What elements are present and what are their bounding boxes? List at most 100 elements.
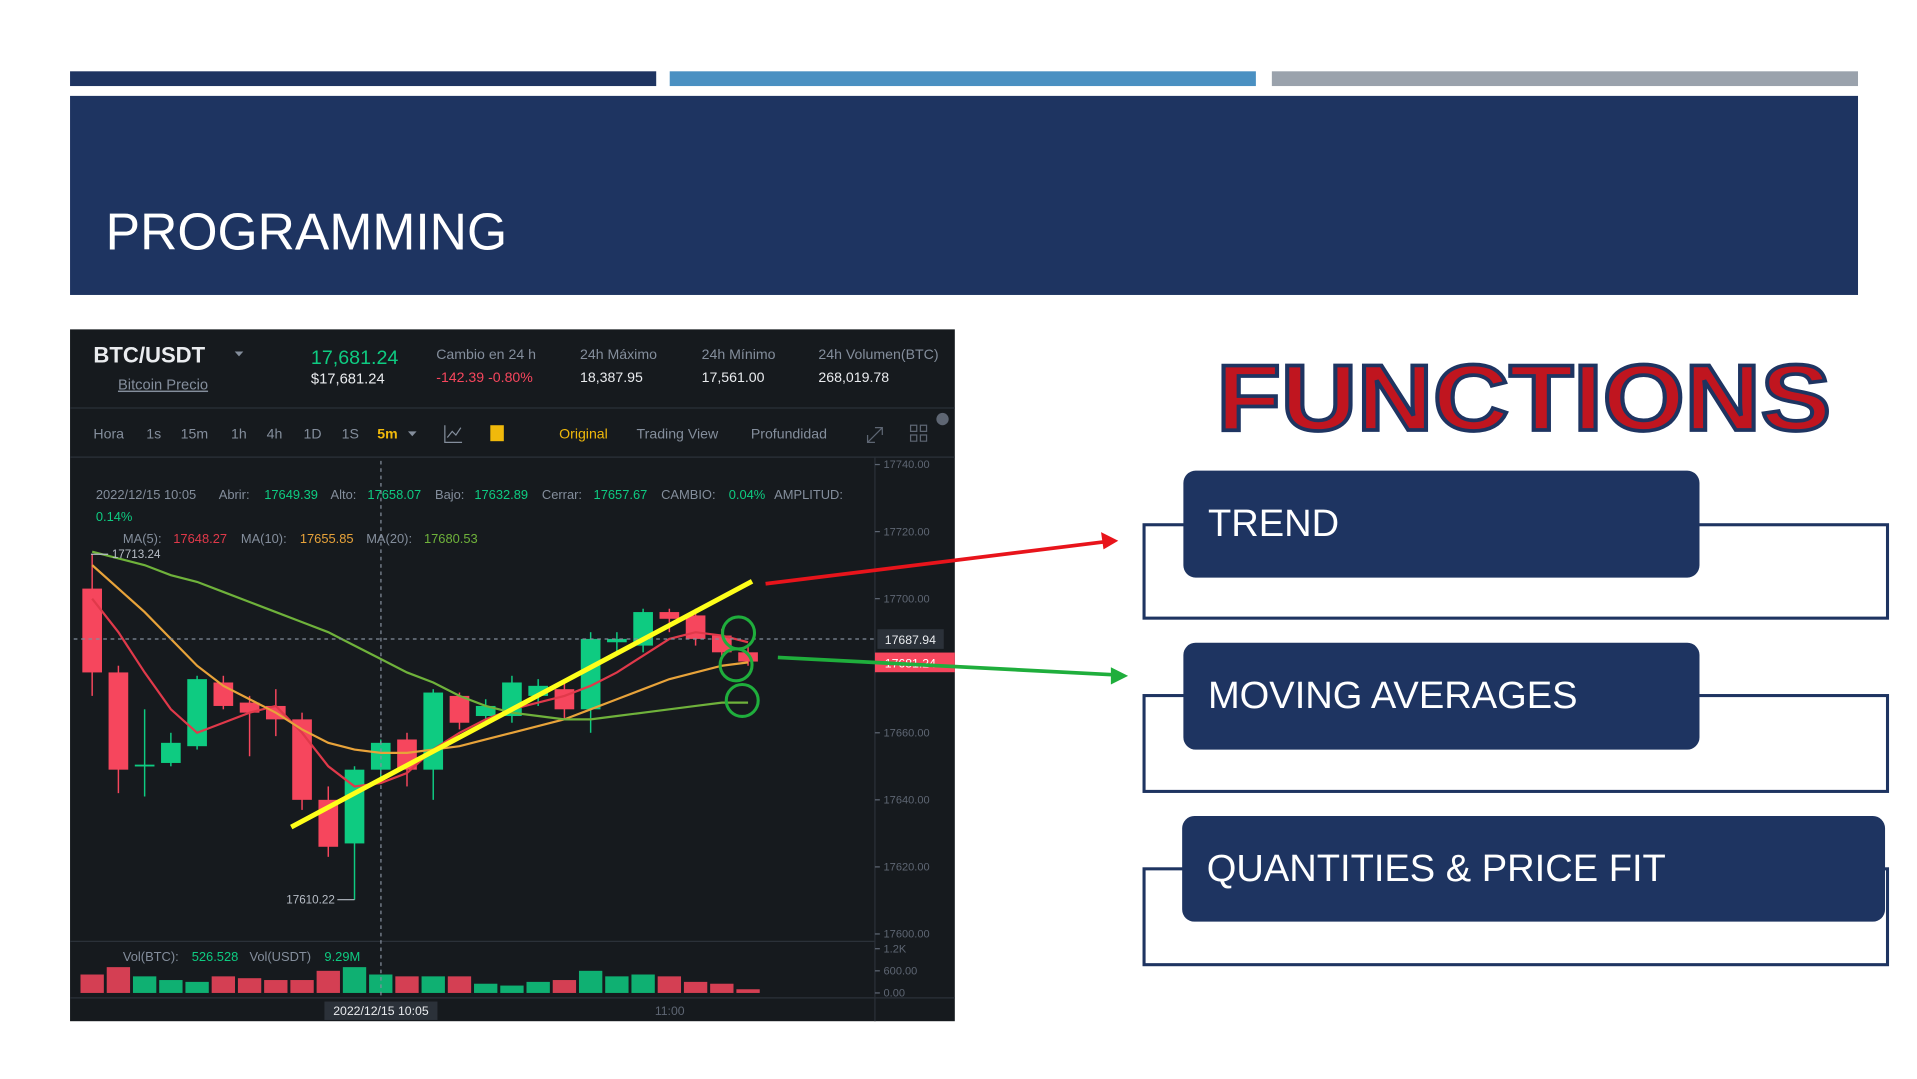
- volume-bar: [316, 970, 340, 993]
- timeframe[interactable]: 5m: [377, 426, 397, 442]
- info-label: CAMBIO:: [661, 487, 715, 502]
- slide-title: PROGRAMMING: [106, 202, 507, 260]
- indicator-icon[interactable]: [444, 425, 463, 444]
- candle-body: [475, 705, 496, 717]
- candle-body: [449, 695, 470, 723]
- info-value: 17649.39: [264, 487, 318, 502]
- info-value: 17632.89: [474, 487, 528, 502]
- x-label-bg: [324, 1001, 438, 1020]
- y-tick-label: 17620.00: [884, 862, 930, 874]
- info-label: Alto:: [331, 487, 357, 502]
- info-label: AMPLITUD:: [774, 487, 843, 502]
- volume-bar: [342, 967, 367, 993]
- stat-value: 268,019.78: [818, 369, 889, 385]
- candle-body: [659, 612, 680, 619]
- volume-bar: [500, 985, 524, 993]
- arrow-head: [1101, 532, 1119, 550]
- stat-value: -0.80%: [488, 369, 533, 385]
- timeframe[interactable]: 1D: [304, 426, 322, 442]
- function-label: MOVING AVERAGES: [1208, 675, 1578, 717]
- info-value: 17658.07: [367, 487, 421, 502]
- y-tick-label: 1.2K: [884, 943, 907, 955]
- function-box: [1182, 815, 1886, 922]
- y-tick-label: 17740.00: [884, 459, 930, 471]
- timeframe[interactable]: 1S: [342, 426, 359, 442]
- accent-bar: [1271, 71, 1859, 87]
- candle-body: [187, 679, 207, 747]
- y-tick-label: 17640.00: [884, 795, 930, 807]
- stat-label: 24h Mínimo: [702, 346, 776, 362]
- stat-label: 24h Volumen(BTC): [818, 346, 938, 362]
- info-label: Abrir:: [219, 487, 250, 502]
- y-tick-label: 17700.00: [884, 593, 930, 605]
- legend-label: MA(10):: [241, 531, 287, 546]
- last-price-usd: $17,681.24: [311, 371, 385, 387]
- volume-bar: [211, 976, 236, 993]
- y-tick-label: 17720.00: [884, 526, 930, 538]
- legend-value: 17680.53: [424, 531, 478, 546]
- volume-bar: [474, 983, 498, 993]
- volume-bar: [395, 976, 419, 993]
- arrow: [777, 655, 1113, 677]
- volume-bar: [552, 980, 577, 993]
- moving-average: [91, 550, 749, 721]
- layout-icon[interactable]: [909, 424, 928, 442]
- accent-bar: [669, 71, 1256, 87]
- legend-value: 17648.27: [173, 531, 227, 546]
- function-label: QUANTITIES & PRICE FIT: [1207, 848, 1666, 890]
- y-tick-label: 600.00: [884, 966, 918, 978]
- volume-label: Vol(BTC):: [123, 949, 179, 964]
- functions-title: FUNCTIONS: [1217, 345, 1831, 450]
- volume-value: 9.29M: [324, 949, 360, 964]
- timeframe[interactable]: 1h: [231, 426, 247, 442]
- volume-bar: [421, 976, 445, 993]
- volume-bar: [710, 983, 734, 993]
- timeframe[interactable]: 15m: [181, 426, 208, 442]
- info-date: 2022/12/15 10:05: [96, 487, 196, 502]
- stat-value: -142.39 -0.80%: [436, 369, 533, 385]
- timeframe[interactable]: Hora: [93, 426, 124, 442]
- view-tab[interactable]: Trading View: [637, 426, 719, 442]
- candle-body: [134, 764, 155, 767]
- arrow: [765, 540, 1104, 586]
- legend-label: MA(5):: [123, 531, 162, 546]
- volume-bar: [132, 976, 157, 993]
- legend-label: MA(20):: [366, 531, 412, 546]
- highlight-circle: [718, 647, 754, 683]
- volume-bar: [264, 980, 288, 993]
- x-label: 2022/12/15 10:05: [333, 1004, 429, 1018]
- expand-icon[interactable]: [866, 427, 883, 444]
- header-band: [70, 95, 1859, 295]
- trend-line: [290, 579, 754, 830]
- subtitle: Bitcoin Precio: [118, 378, 208, 394]
- view-tab[interactable]: Profundidad: [751, 426, 827, 442]
- timeframe[interactable]: 1s: [146, 426, 161, 442]
- info-value: 0.04%: [729, 487, 766, 502]
- volume-bar: [657, 976, 682, 993]
- accent-bar: [70, 71, 657, 87]
- stat-value: 18,387.95: [580, 369, 643, 385]
- timeframe[interactable]: 4h: [267, 426, 283, 442]
- y-tick-label: 17600.00: [884, 929, 930, 941]
- volume-bar: [369, 974, 393, 993]
- volume-bar: [80, 974, 104, 993]
- view-tab[interactable]: Original: [559, 426, 608, 442]
- volume-bar: [237, 978, 262, 993]
- arrow-head: [1110, 667, 1129, 685]
- high-annotation: 17713.24: [112, 548, 161, 561]
- volume-bar: [736, 989, 760, 993]
- settings-icon[interactable]: [490, 425, 504, 442]
- close-icon[interactable]: [936, 412, 949, 426]
- pair: BTC/USDT: [93, 343, 205, 368]
- chart-screenshot: BTC/USDT Bitcoin Precio 17,681.24 $17,68…: [70, 329, 955, 1022]
- volume-bar: [526, 981, 550, 993]
- candle-body: [161, 742, 181, 763]
- volume-bar: [185, 981, 209, 993]
- crosshair-price: 17687.94: [885, 633, 936, 647]
- candle-body: [711, 635, 732, 653]
- stat-value: -142.39: [436, 369, 484, 385]
- candle-body: [423, 692, 444, 770]
- y-tick-label: 0.00: [884, 988, 906, 1000]
- candle-body: [738, 652, 758, 662]
